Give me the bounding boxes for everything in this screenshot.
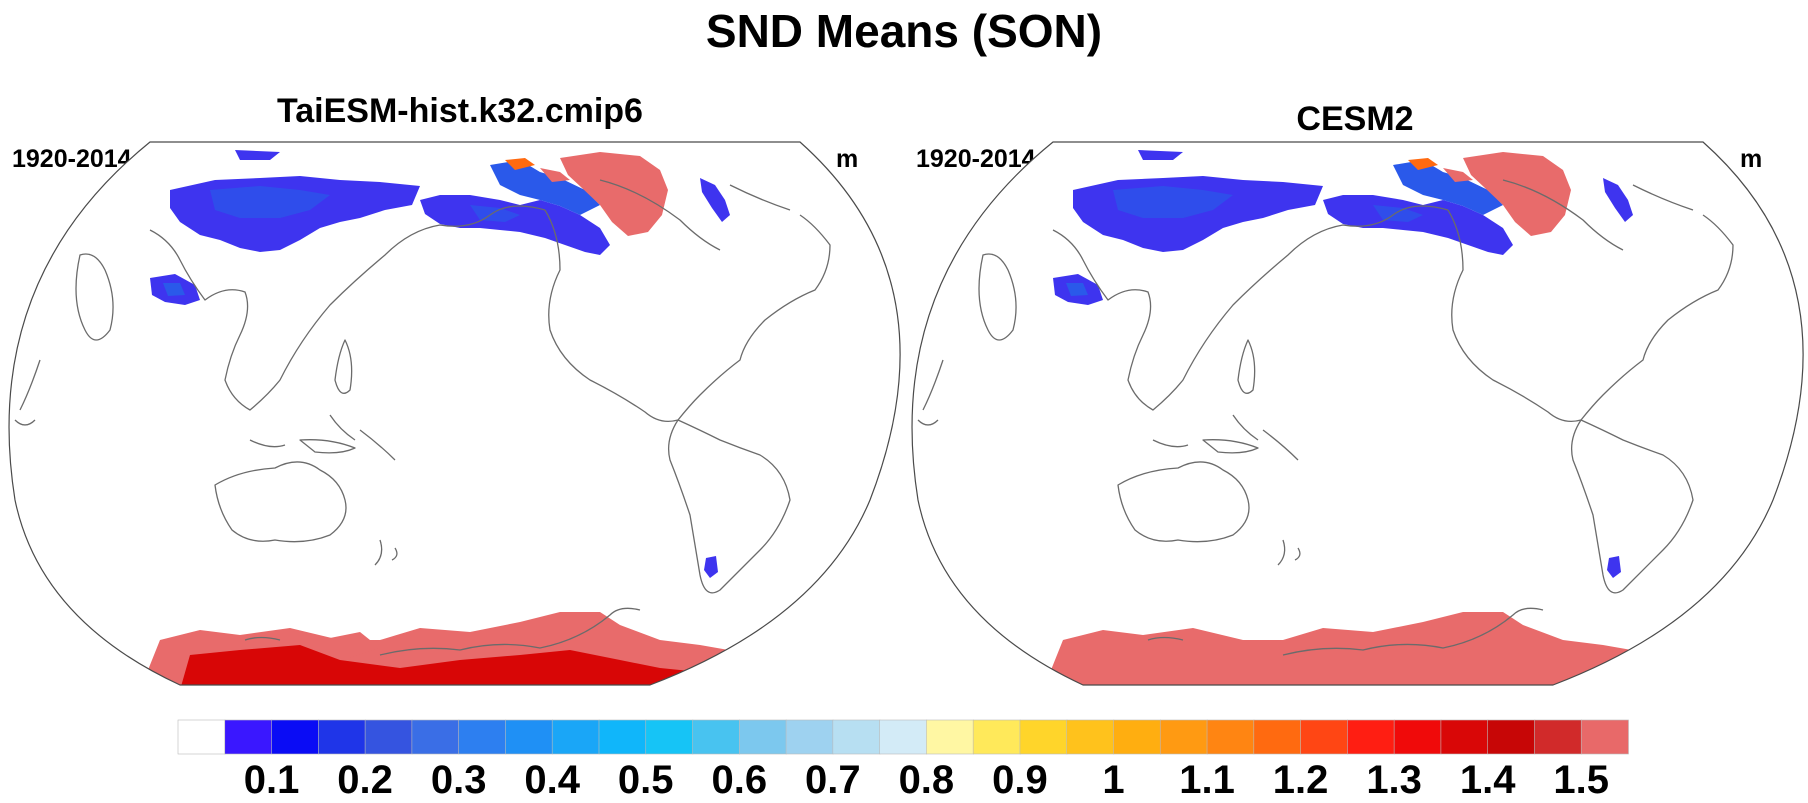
colorbar-swatch xyxy=(318,719,366,755)
colorbar-tick-label: 0.3 xyxy=(430,758,487,802)
colorbar-swatch xyxy=(364,719,413,755)
colorbar-tick-label: 1.4 xyxy=(1459,758,1516,802)
colorbar-swatch xyxy=(1440,719,1489,755)
colorbar-tick-label: 1.2 xyxy=(1272,758,1329,802)
colorbar-swatch xyxy=(1300,719,1349,755)
colorbar-swatch xyxy=(1347,719,1395,755)
colorbar-tick-label: 1 xyxy=(1102,758,1125,802)
colorbar-tick-label: 0.7 xyxy=(805,758,861,802)
colorbar-tick-label: 1.1 xyxy=(1179,758,1235,802)
panel-right-units: m xyxy=(1740,145,1763,173)
colorbar-tick-label: 0.6 xyxy=(711,758,768,802)
colorbar-swatch xyxy=(598,719,647,755)
colorbar-swatch xyxy=(1206,719,1255,755)
colorbar-swatch xyxy=(1113,719,1162,755)
colorbar-swatch xyxy=(1253,719,1302,755)
colorbar-swatch xyxy=(1534,719,1583,755)
colorbar-tick-label: 0.4 xyxy=(524,758,580,802)
colorbar-tick-label: 0.1 xyxy=(243,758,300,802)
colorbar-swatch xyxy=(785,719,834,755)
colorbar-swatch xyxy=(1580,719,1629,755)
colorbar-tick-label: 0.8 xyxy=(898,758,955,802)
colorbar-swatch xyxy=(271,719,320,755)
panel-right-period: 1920-2014 xyxy=(916,145,1036,173)
colorbar-swatch xyxy=(1159,719,1208,755)
panel-left-title: TaiESM-hist.k32.cmip6 xyxy=(277,92,643,130)
colorbar-swatch xyxy=(1066,719,1115,755)
colorbar-swatch xyxy=(879,719,928,755)
figure-title: SND Means (SON) xyxy=(705,5,1103,57)
colorbar-swatch xyxy=(411,719,460,755)
colorbar-swatch xyxy=(1487,719,1536,755)
colorbar-tick-label: 0.9 xyxy=(992,758,1048,802)
panel-left-period: 1920-2014 xyxy=(12,145,132,173)
colorbar-swatch xyxy=(645,719,694,755)
colorbar-swatch xyxy=(551,719,600,755)
colorbar-swatch xyxy=(692,719,741,755)
colorbar xyxy=(177,719,1629,755)
colorbar-tick-label: 0.2 xyxy=(337,758,393,802)
colorbar-swatch xyxy=(177,719,226,755)
colorbar-swatch xyxy=(926,719,974,755)
colorbar-swatch xyxy=(972,719,1021,755)
panel-left-units: m xyxy=(836,145,859,173)
colorbar-tick-label: 0.5 xyxy=(617,758,674,802)
colorbar-swatch xyxy=(1019,719,1068,755)
colorbar-tick-label: 1.5 xyxy=(1553,758,1610,802)
colorbar-swatch xyxy=(224,719,273,755)
colorbar-swatch xyxy=(832,719,881,755)
colorbar-swatch xyxy=(458,719,507,755)
colorbar-swatch xyxy=(1393,719,1442,755)
panel-right-map xyxy=(911,141,1804,686)
colorbar-tick-label: 1.3 xyxy=(1366,758,1422,802)
colorbar-swatch xyxy=(738,719,787,755)
colorbar-swatch xyxy=(505,719,553,755)
panel-right-title: CESM2 xyxy=(1296,100,1414,138)
panel-left-map xyxy=(8,141,901,686)
